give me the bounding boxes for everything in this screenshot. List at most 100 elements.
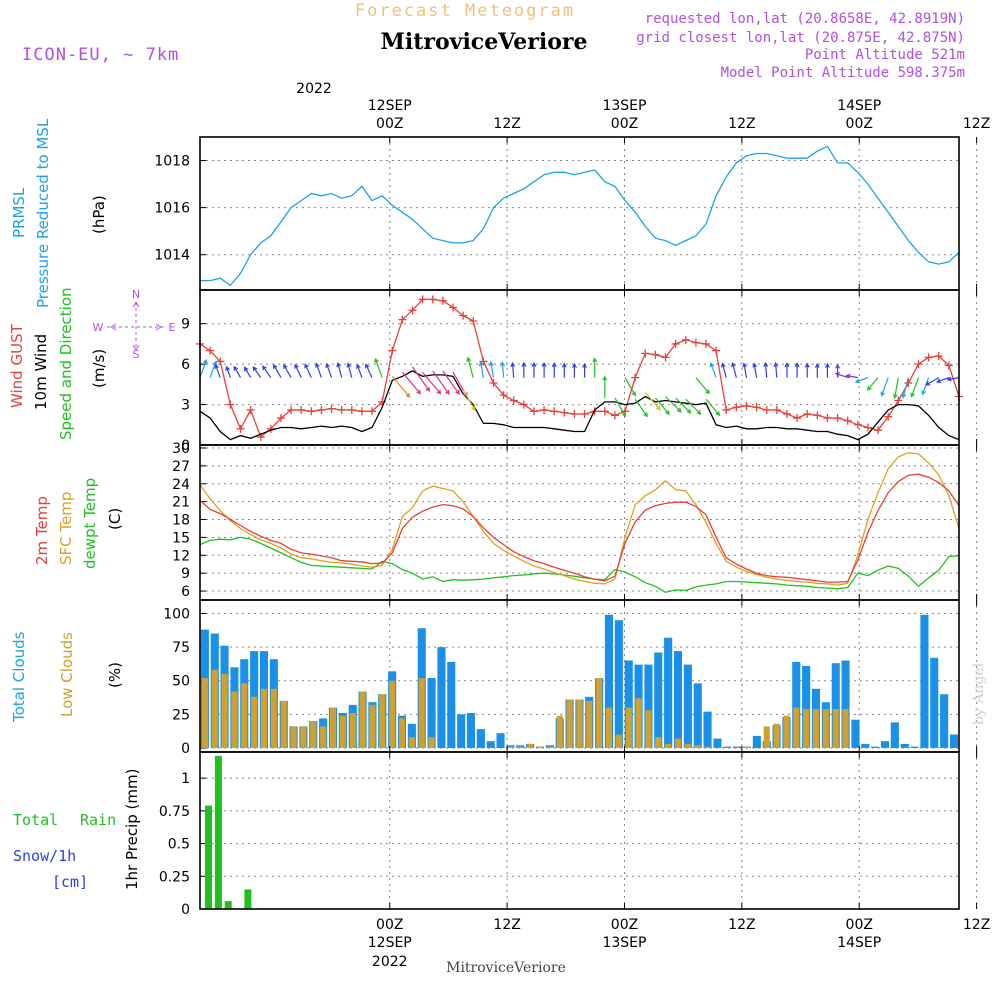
wind-direction-arrow bbox=[763, 361, 769, 378]
y-tick-label: 6 bbox=[181, 584, 190, 600]
total-cloud-bar bbox=[654, 652, 663, 748]
rain-bar bbox=[244, 889, 252, 909]
bottom-hour-label: 12Z bbox=[728, 917, 755, 933]
gust-marker bbox=[691, 338, 700, 347]
wind-direction-arrow bbox=[531, 361, 537, 378]
gust-marker bbox=[449, 303, 457, 312]
wind-direction-arrow bbox=[936, 377, 950, 384]
wind-direction-arrow bbox=[374, 357, 383, 378]
total-clouds-label: Total Clouds bbox=[10, 631, 28, 723]
low-cloud-bar bbox=[379, 694, 386, 748]
bottom-hour-label: 12Z bbox=[963, 917, 990, 933]
y-tick-label: 9 bbox=[181, 317, 190, 333]
pressure-msl-label: Pressure Reduced to MSL bbox=[34, 118, 52, 308]
y-tick-label: 0.5 bbox=[168, 837, 190, 853]
gust-marker bbox=[772, 405, 781, 414]
wind-direction-arrow bbox=[283, 363, 292, 378]
wind-direction-arrow bbox=[199, 358, 208, 378]
low-cloud-bar bbox=[369, 704, 376, 748]
rain-bar bbox=[214, 755, 222, 909]
wind-direction-arrow bbox=[252, 366, 262, 378]
gust-marker bbox=[580, 410, 589, 418]
y-tick-label: 0 bbox=[181, 438, 190, 454]
top-hour-label: 12Z bbox=[493, 116, 520, 132]
wind-direction-arrow bbox=[304, 363, 312, 378]
total-cloud-bar bbox=[940, 694, 949, 748]
top-year-label: 2022 bbox=[296, 81, 332, 97]
y-tick-label: 0.25 bbox=[159, 869, 190, 885]
total-cloud-bar bbox=[437, 647, 446, 748]
y-tick-label: 0.75 bbox=[159, 804, 190, 820]
wind-direction-arrow bbox=[742, 362, 748, 378]
low-cloud-bar bbox=[763, 726, 770, 748]
low-cloud-bar bbox=[645, 710, 652, 748]
low-cloud-bar bbox=[655, 737, 662, 748]
low-cloud-bar bbox=[428, 737, 435, 748]
y-tick-label: 0 bbox=[181, 741, 190, 757]
gust-marker bbox=[600, 407, 609, 416]
gust-marker bbox=[489, 379, 498, 387]
low-cloud-bar bbox=[536, 746, 543, 748]
total-cloud-bar bbox=[496, 733, 505, 748]
wind-speed-dir-label: Speed and Direction bbox=[57, 287, 75, 440]
low-cloud-bar bbox=[310, 721, 317, 748]
panel-frame bbox=[199, 136, 960, 291]
gust-marker bbox=[843, 416, 852, 425]
wind-direction-arrow bbox=[500, 361, 505, 378]
watermark: by Angel bbox=[971, 662, 987, 725]
gust-marker bbox=[732, 403, 741, 412]
total-cloud-bar bbox=[861, 743, 870, 748]
panel-frame bbox=[199, 289, 960, 446]
gust-marker bbox=[428, 295, 437, 304]
compass-arrowheads bbox=[110, 301, 162, 351]
wind-direction-arrow bbox=[752, 362, 758, 378]
wind-direction-arrow bbox=[675, 397, 692, 414]
low-cloud-bar bbox=[625, 707, 632, 748]
gust-marker bbox=[357, 407, 366, 416]
gust-marker bbox=[874, 426, 883, 435]
y-tick-label: 15 bbox=[172, 530, 190, 546]
gust-marker bbox=[944, 361, 953, 370]
wind-direction-arrow bbox=[478, 360, 484, 378]
wind-direction-arrow bbox=[946, 376, 960, 382]
wind-direction-arrow bbox=[209, 360, 218, 378]
wind-direction-arrow bbox=[709, 362, 717, 378]
gust-marker bbox=[934, 352, 943, 361]
pressure-panel: 1014 1016 1018 bbox=[154, 145, 960, 287]
wind-direction-arrow bbox=[880, 377, 889, 397]
wind-direction-arrow bbox=[705, 398, 721, 417]
top-hour-label: 12Z bbox=[963, 116, 990, 132]
wind-direction-arrow bbox=[731, 361, 737, 378]
top-time-axis: 12SEP 00Z 12Z 13SEP 00Z 12Z 14SEP 00Z 12Z bbox=[368, 98, 991, 132]
wind-panel: 0 3 6 9 bbox=[181, 295, 963, 454]
gust-marker bbox=[236, 424, 245, 433]
y-tick-label: 50 bbox=[172, 674, 190, 690]
total-cloud-bar bbox=[841, 660, 850, 748]
wind-direction-arrow bbox=[466, 356, 474, 378]
cloud-unit-label: (%) bbox=[106, 662, 124, 688]
total-cloud-bar bbox=[614, 620, 623, 748]
total-cloud-bar bbox=[466, 713, 475, 748]
low-cloud-bar bbox=[507, 746, 514, 748]
gust-marker bbox=[550, 407, 559, 416]
wind-direction-arrow bbox=[422, 371, 442, 395]
wind-direction-arrow bbox=[346, 362, 353, 378]
total-cloud-bar bbox=[930, 657, 939, 748]
gust-marker bbox=[762, 405, 771, 414]
total-cloud-bar bbox=[447, 661, 456, 748]
wind-direction-arrow bbox=[273, 363, 282, 378]
wind-direction-arrow bbox=[336, 361, 343, 378]
gust-marker bbox=[661, 353, 670, 362]
total-cloud-bar bbox=[910, 746, 919, 748]
y-tick-label: 25 bbox=[172, 707, 190, 723]
low-cloud-bar bbox=[803, 709, 810, 748]
wind-direction-arrow bbox=[214, 363, 221, 378]
low-cloud-bar bbox=[694, 745, 701, 748]
total-cloud-bar bbox=[673, 651, 682, 748]
y-tick-label: 100 bbox=[163, 606, 190, 622]
gust-marker bbox=[813, 411, 822, 420]
low-cloud-bar bbox=[665, 743, 672, 748]
gust-marker bbox=[276, 414, 285, 423]
gust-marker bbox=[681, 335, 690, 344]
gust-marker bbox=[823, 414, 832, 423]
